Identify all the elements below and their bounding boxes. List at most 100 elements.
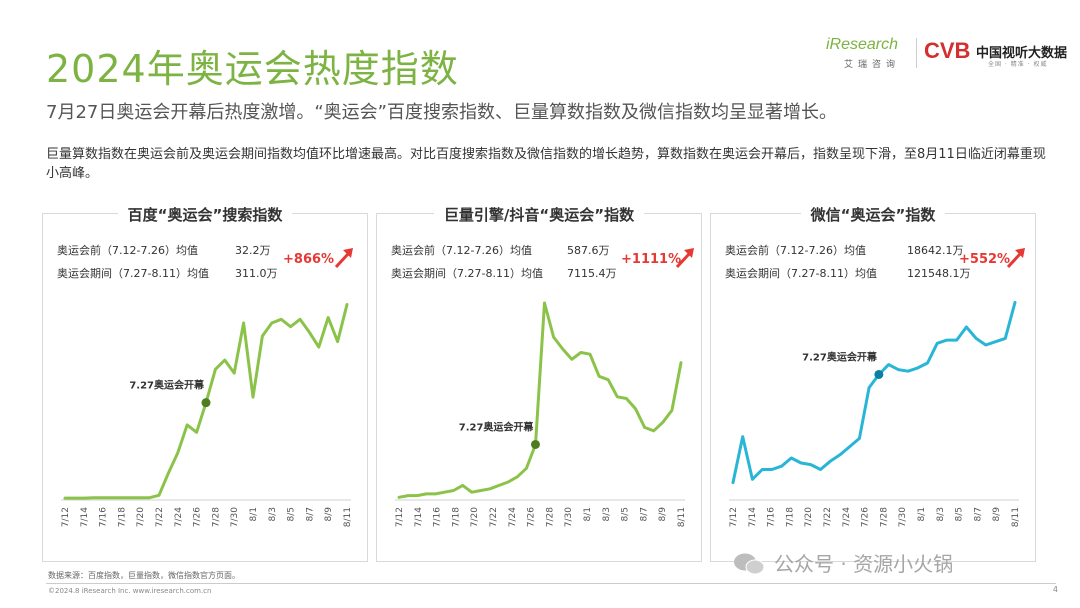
x-tick-label: 7/12 [395,507,405,527]
line-chart: 7/12 7/14 7/16 7/18 7/20 7/22 7/24 7/26 7/28 7/30… [61,303,353,527]
data-point [186,423,189,427]
data-point [470,490,473,494]
cvb-logo-mark: CVB [924,38,971,63]
data-point [838,453,842,456]
data-point [625,397,628,400]
x-tick-label: 7/22 [823,507,833,527]
data-point [607,378,610,381]
x-tick-label: 8/11 [677,507,687,527]
data-point [461,484,464,487]
page-title: 2024年奥运会热度指数 [46,47,459,91]
x-tick-label: 7/14 [414,507,424,527]
iresearch-logo: iResearch 艾瑞咨询 [826,34,910,70]
x-tick-label: 7/14 [748,507,758,527]
x-tick-label: 7/28 [545,507,555,527]
x-tick-label: 8/3 [602,507,612,521]
chart-title: 巨量引擎/抖音“奥运会”指数 [433,206,645,224]
data-point [616,395,619,398]
data-point [167,471,170,475]
x-tick-label: 7/24 [508,507,518,527]
data-point [955,338,958,342]
x-tick-label: 7/22 [155,507,165,527]
data-point [731,481,735,484]
data-point [110,496,114,499]
data-point [770,468,774,471]
data-point [809,463,812,466]
data-point [848,445,851,448]
growth-arrow-icon [334,248,353,269]
data-point [223,358,226,362]
data-point [327,316,330,319]
cvb-logo: CVB 中国视听大数据 全国 · 精准 · 权威 [924,38,1074,68]
annotation-marker [874,369,884,379]
data-point [406,494,410,497]
stat-row-before: 奥运会前（7.12-7.26）均值 18642.1万 [725,242,964,258]
data-point [945,338,949,342]
stat-label: 奥运会前（7.12-7.26）均值 [57,244,198,257]
chart-title: 百度“奥运会”搜索指数 [117,206,293,224]
data-point [63,496,67,500]
data-point [965,325,968,329]
data-point [906,370,910,373]
data-point [195,431,198,434]
stat-label: 奥运会前（7.12-7.26）均值 [725,244,866,257]
data-point [289,325,292,328]
cvb-logo-name: 中国视听大数据 [976,46,1068,61]
series-line [731,300,1017,485]
page-description: 巨量算数指数在奥运会前及奥运会期间指数均值环比增速最高。对比百度搜索指数及微信指… [46,147,1046,181]
stat-row-during: 奥运会期间（7.27-8.11）均值 311.0万 [57,265,278,281]
data-point [897,368,900,371]
data-point [92,496,95,499]
x-tick-label: 7/16 [99,507,109,527]
data-point [157,494,161,497]
data-point [974,337,978,340]
data-point [82,496,85,500]
data-point [298,318,302,321]
annotation-marker [530,439,540,449]
stat-label: 奥运会期间（7.27-8.11）均值 [725,267,877,280]
data-source-note: 数据来源：百度指数，巨量指数，微信指数官方页面。 [48,571,240,580]
x-tick-label: 7/26 [861,507,871,527]
growth-arrow-icon [675,248,694,269]
data-point [643,426,646,429]
data-point [317,345,320,349]
data-point [780,465,783,468]
data-point [261,334,264,338]
x-tick-label: 7/20 [470,507,480,527]
annotation-marker [201,398,211,408]
x-tick-label: 8/7 [305,507,315,521]
stat-row-before: 奥运会前（7.12-7.26）均值 587.6万 [391,242,610,258]
data-point [308,331,311,334]
x-tick-label: 8/7 [639,507,649,521]
data-point [867,386,871,389]
x-tick-label: 8/1 [583,507,593,521]
data-point [280,318,283,321]
stat-label: 奥运会期间（7.27-8.11）均值 [391,267,543,280]
chart-panel-baidu: 百度“奥运会”搜索指数 奥运会前（7.12-7.26）均值 32.2万 奥运会期… [42,206,368,562]
footer-divider [46,583,1056,584]
data-point [661,421,665,424]
data-point [679,361,683,364]
x-tick-label: 7/28 [211,507,221,527]
stat-value: 587.6万 [567,244,610,257]
data-point [251,395,255,399]
data-point [570,358,574,361]
line-chart: 7/12 7/14 7/16 7/18 7/20 7/22 7/24 7/26 7/28 7/30… [395,301,687,527]
stat-row-before: 奥运会前（7.12-7.26）均值 32.2万 [57,242,271,258]
x-tick-label: 7/28 [879,507,889,527]
stat-row-during: 奥运会期间（7.27-8.11）均值 7115.4万 [391,265,617,281]
chart-panel-douyin: 巨量引擎/抖音“奥运会”指数 奥运会前（7.12-7.26）均值 587.6万 … [376,206,702,562]
data-point [525,467,528,470]
data-point [741,435,744,438]
data-point [1013,301,1017,304]
data-point [479,489,483,492]
data-point [397,496,401,499]
data-point [176,451,179,454]
data-point [270,321,273,325]
data-point [452,489,455,492]
line-chart: 7/12 7/14 7/16 7/18 7/20 7/22 7/24 7/26 7/28 7/30… [729,300,1021,527]
data-point [561,347,564,351]
data-point [415,494,419,497]
x-tick-label: 8/9 [658,507,668,522]
x-tick-label: 7/18 [117,507,127,527]
